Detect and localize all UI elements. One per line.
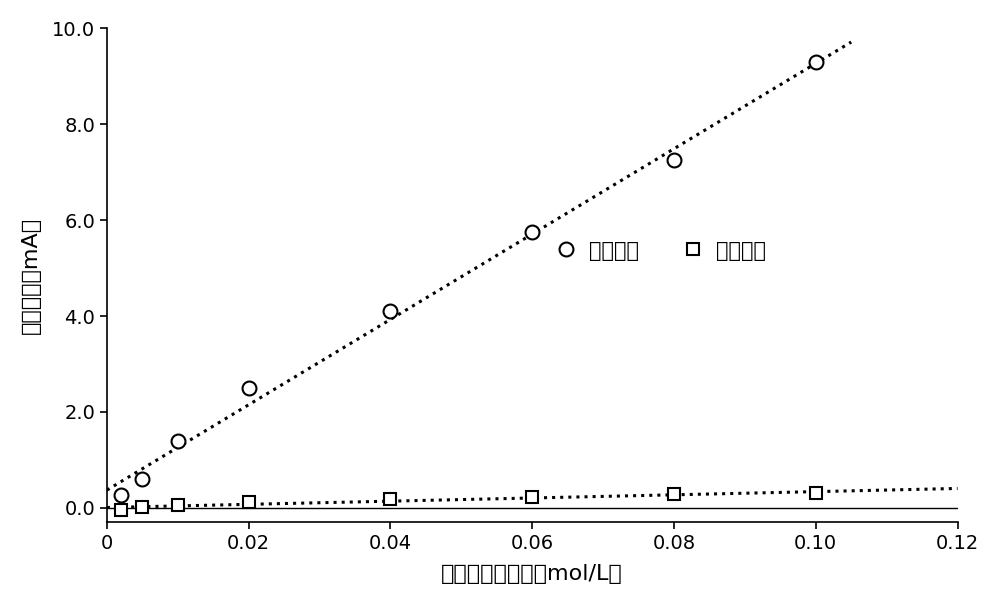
石墨电极 (810, 58, 822, 65)
玻碗电极 (384, 495, 396, 503)
X-axis label: 柠櫬酸二铵浓度（mol/L）: 柠櫬酸二铵浓度（mol/L） (441, 564, 623, 584)
玻碗电极 (243, 499, 255, 506)
玻碗电极 (668, 491, 680, 498)
Y-axis label: 扩散电流（mA）: 扩散电流（mA） (21, 217, 41, 334)
石墨电极 (243, 384, 255, 391)
玻碗电极 (136, 504, 148, 511)
石墨电极 (115, 491, 127, 499)
玻碗电极 (115, 506, 127, 514)
石墨电极 (384, 307, 396, 315)
石墨电极 (172, 437, 184, 444)
玻碗电极 (810, 490, 822, 497)
玻碗电极 (172, 502, 184, 509)
石墨电极 (136, 476, 148, 483)
石墨电极 (526, 229, 538, 236)
石墨电极 (668, 157, 680, 164)
Line: 石墨电极: 石墨电极 (114, 55, 823, 502)
Line: 玻碗电极: 玻碗电极 (115, 487, 822, 517)
Legend: 石墨电极, 玻碗电极: 石墨电极, 玻碗电极 (545, 232, 774, 269)
玻碗电极 (526, 494, 538, 501)
